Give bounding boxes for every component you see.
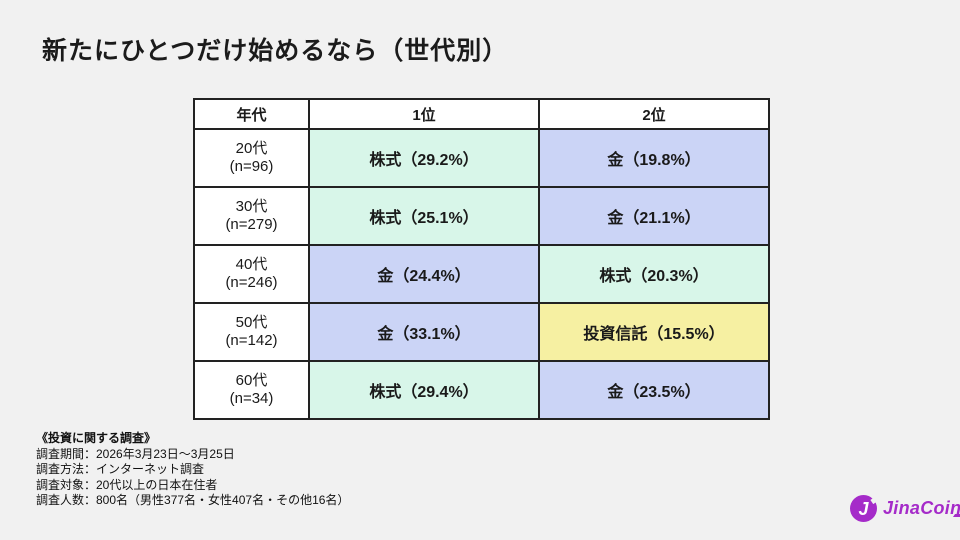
rank1-cell: 株式（29.4%） xyxy=(308,360,540,420)
sample-size-label: (n=246) xyxy=(225,274,278,291)
age-cell: 60代 (n=34) xyxy=(193,360,310,420)
col-header-rank1: 1位 xyxy=(308,98,540,130)
rank1-cell: 金（33.1%） xyxy=(308,302,540,362)
survey-note-line: 調査方法：インターネット調査 xyxy=(36,462,205,476)
survey-note-line: 調査期間：2026年3月23日～3月25日 xyxy=(36,446,235,461)
sample-size-label: (n=34) xyxy=(229,390,274,407)
rank2-cell: 投資信託（15.5%） xyxy=(538,302,770,362)
age-group-label: 40代 xyxy=(235,256,268,273)
coin-j-icon: J xyxy=(850,495,877,522)
rank2-cell: 金（21.1%） xyxy=(538,186,770,246)
survey-table: 年代 1位 2位 20代 (n=96) 株式（29.2%） 金（19.8%） 3… xyxy=(193,98,770,420)
rank1-cell: 金（24.4%） xyxy=(308,244,540,304)
table-row: 60代 (n=34) 株式（29.4%） 金（23.5%） xyxy=(193,360,770,420)
table-row: 40代 (n=246) 金（24.4%） 株式（20.3%） xyxy=(193,244,770,304)
age-group-label: 60代 xyxy=(235,372,268,389)
age-cell: 20代 (n=96) xyxy=(193,128,310,188)
rank1-cell: 株式（25.1%） xyxy=(308,186,540,246)
table-row: 50代 (n=142) 金（33.1%） 投資信託（15.5%） xyxy=(193,302,770,362)
survey-note-heading: 《投資に関する調査》 xyxy=(36,431,157,445)
age-group-label: 30代 xyxy=(235,198,268,215)
table-row: 20代 (n=96) 株式（29.2%） 金（19.8%） xyxy=(193,128,770,188)
rank2-cell: 金（23.5%） xyxy=(538,360,770,420)
sample-size-label: (n=142) xyxy=(225,332,278,349)
brand-wordmark: JinaCoin xyxy=(883,498,960,518)
col-header-rank2: 2位 xyxy=(538,98,770,130)
logo: J JinaCoin xyxy=(850,495,960,522)
survey-note-line: 調査対象：20代以上の日本在住者 xyxy=(36,477,218,492)
survey-note: 《投資に関する調査》 調査期間：2026年3月23日～3月25日 調査方法：イン… xyxy=(36,431,349,509)
rank1-cell: 株式（29.2%） xyxy=(308,128,540,188)
sample-size-label: (n=279) xyxy=(225,216,278,233)
col-header-age: 年代 xyxy=(193,98,310,130)
survey-note-line: 調査人数：800名（男性377名・女性407名・その他16名） xyxy=(36,493,350,507)
rank2-cell: 株式（20.3%） xyxy=(538,244,770,304)
age-group-label: 50代 xyxy=(235,314,268,331)
age-cell: 30代 (n=279) xyxy=(193,186,310,246)
page-title: 新たにひとつだけ始めるなら（世代別） xyxy=(42,37,509,65)
age-cell: 50代 (n=142) xyxy=(193,302,310,362)
sample-size-label: (n=96) xyxy=(229,158,274,175)
age-group-label: 20代 xyxy=(235,140,268,157)
table-header-row: 年代 1位 2位 xyxy=(193,98,770,130)
age-cell: 40代 (n=246) xyxy=(193,244,310,304)
rank2-cell: 金（19.8%） xyxy=(538,128,770,188)
table-row: 30代 (n=279) 株式（25.1%） 金（21.1%） xyxy=(193,186,770,246)
